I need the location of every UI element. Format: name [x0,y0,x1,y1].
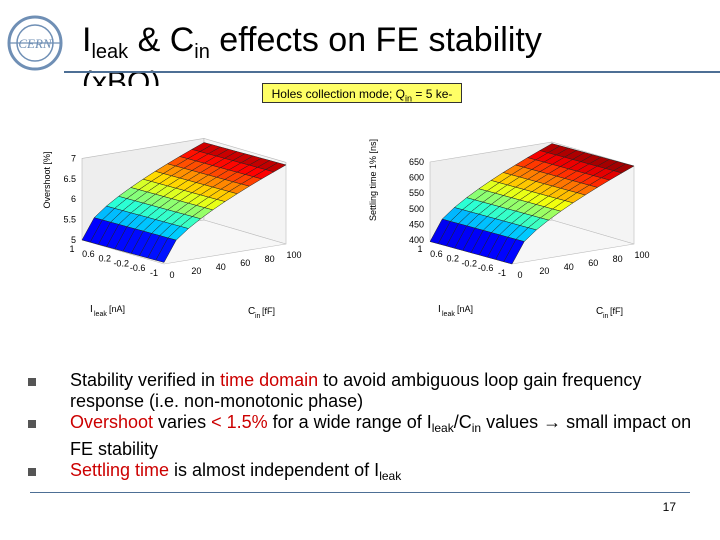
z-tick-label: 600 [409,173,424,183]
cern-logo-icon: CERN [7,15,63,71]
y-tick-label: 0 [169,270,174,280]
z-tick-label: 5.5 [63,215,76,225]
y-tick-label: 20 [191,266,201,276]
z-tick-label: 650 [409,157,424,167]
bullet-square-icon [28,468,36,476]
x-tick-label: -0.2 [461,258,477,268]
surface-patch [155,237,177,263]
x-tick-label: 0.2 [99,254,112,264]
bullet-list: Stability verified in time domain to avo… [28,370,698,487]
y-tick-label: 20 [539,266,549,276]
y-tick-label: 0 [517,270,522,280]
y-tick-label: 60 [588,258,598,268]
z-tick-label: 6 [71,194,76,204]
z-axis-label: Overshoot [%] [42,151,52,208]
x-tick-label: -0.6 [130,263,146,273]
page-number: 17 [662,500,676,514]
y-axis-label-unit: [fF] [262,306,275,316]
footer-divider [30,492,690,493]
x-tick-label: -0.6 [478,263,494,273]
y-tick-label: 80 [613,254,623,264]
z-tick-label: 400 [409,235,424,245]
x-axis-label-unit: [nA] [109,304,125,314]
z-tick-label: 7 [71,153,76,163]
y-tick-label: 60 [240,258,250,268]
y-tick-label: 40 [564,262,574,272]
x-tick-label: -1 [150,268,158,278]
y-axis-label-unit: [fF] [610,306,623,316]
z-tick-label: 550 [409,188,424,198]
mode-note: Holes collection mode; Qin = 5 ke- [262,83,462,103]
x-tick-label: -0.2 [113,258,129,268]
surface-patch [503,239,525,265]
y-axis-label-sub: in [603,313,609,320]
x-axis-label: I [438,304,441,315]
x-tick-label: 1 [69,244,74,254]
bullet-item: Stability verified in time domain to avo… [28,370,698,412]
x-axis-label-sub: leak [442,311,455,318]
title-divider [64,71,720,73]
x-tick-label: 0.2 [447,254,460,264]
x-tick-label: 1 [417,244,422,254]
bullet-item: Overshoot varies < 1.5% for a wide range… [28,412,698,460]
z-axis-label: Settling time 1% [ns] [368,139,378,221]
y-tick-label: 100 [286,250,301,260]
x-tick-label: 0.6 [82,249,95,259]
y-tick-label: 100 [634,250,649,260]
x-axis-label-sub: leak [94,311,107,318]
x-axis-label-unit: [nA] [457,304,473,314]
z-tick-label: 5 [71,235,76,245]
x-tick-label: -1 [498,268,506,278]
z-tick-label: 450 [409,219,424,229]
y-axis-label: C [596,306,603,317]
y-tick-label: 80 [265,254,275,264]
y-axis-label-sub: in [255,313,261,320]
x-tick-label: 0.6 [430,249,443,259]
bullet-item: Settling time is almost independent of I… [28,460,698,487]
page-title: Ileak & Cin effects on FE stability [82,21,542,63]
page-subtitle: (xBQ) [82,66,161,86]
z-tick-label: 6.5 [63,174,76,184]
z-tick-label: 500 [409,204,424,214]
svg-text:CERN: CERN [18,36,53,51]
y-tick-label: 40 [216,262,226,272]
y-axis-label: C [248,306,255,317]
x-axis-label: I [90,304,93,315]
bullet-square-icon [28,378,36,386]
bullet-square-icon [28,420,36,428]
